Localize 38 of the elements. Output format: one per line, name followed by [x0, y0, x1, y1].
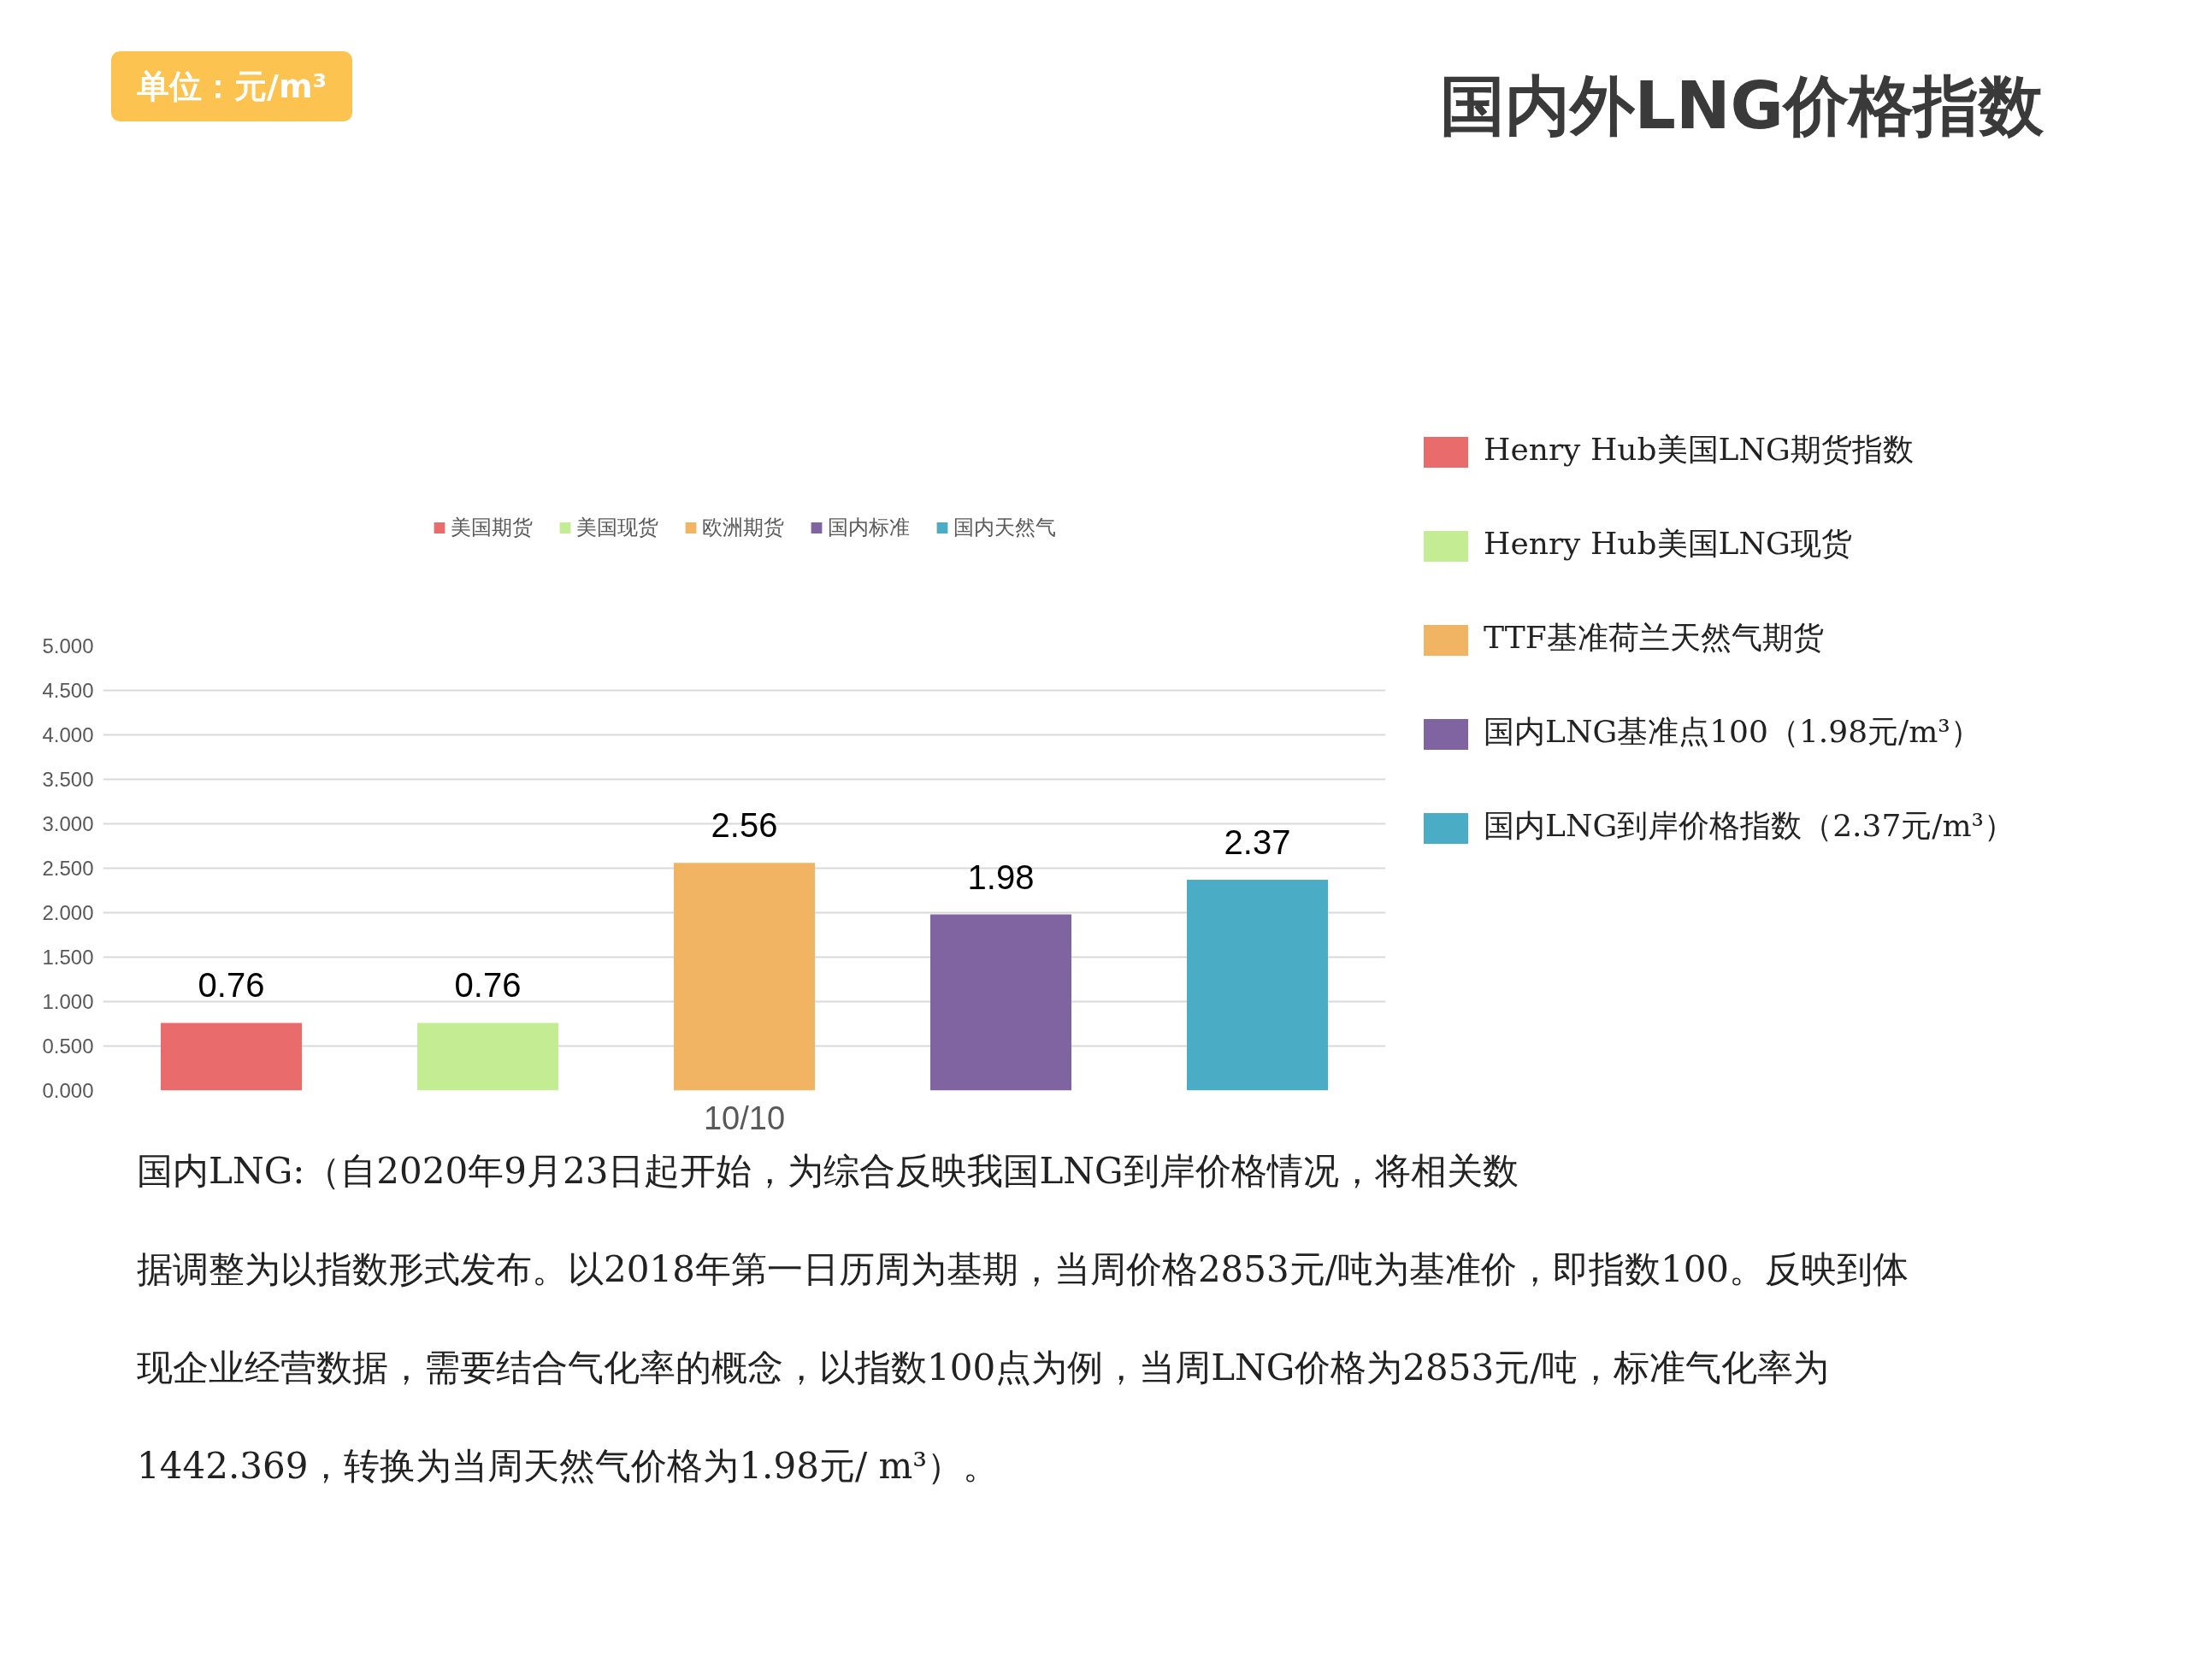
- y-tick-label: 0.000: [42, 1079, 94, 1102]
- y-tick-label: 4.000: [42, 723, 94, 746]
- text: 国内外LNG价格指数: [1439, 67, 2044, 145]
- y-tick-label: 4.500: [42, 679, 94, 702]
- y-tick-label: 3.000: [42, 812, 94, 835]
- data-label: 0.76: [198, 966, 265, 1005]
- bar: [930, 914, 1071, 1091]
- text: 国内LNG:（自2020年9月23日起开始，为综合反映我国LNG到岸价格情况，将相关数: [137, 1149, 1519, 1194]
- legend-label: 国内标准: [827, 515, 910, 541]
- bar: [1187, 880, 1328, 1091]
- y-tick-label: 2.500: [42, 857, 94, 880]
- y-tick-label: 0.500: [42, 1035, 94, 1058]
- text: 据调整为以指数形式发布。以2018年第一日历周为基期，当周价格2853元/吨为基准价，即指数100。反映到体: [137, 1247, 1909, 1292]
- text: 单位：元/m³: [111, 51, 353, 122]
- y-tick-label: 1.500: [42, 946, 94, 969]
- data-label: 2.56: [711, 806, 778, 845]
- bar: [417, 1023, 558, 1091]
- bar: [161, 1023, 302, 1091]
- legend-label: 美国现货: [575, 515, 658, 541]
- x-tick-label: 10/10: [703, 1099, 786, 1136]
- y-tick-label: 5.000: [42, 634, 94, 657]
- text: 现企业经营数据，需要结合气化率的概念，以指数100点为例，当周LNG价格为2853元/吨，标准气化率为: [137, 1346, 1830, 1390]
- text: Henry Hub美国LNG期货指数: [1483, 431, 1914, 469]
- text: 国内LNG基准点100（1.98元/m³）: [1483, 713, 1981, 751]
- bar: [674, 863, 815, 1091]
- text: TTF基准荷兰天然气期货: [1483, 619, 1824, 657]
- y-tick-label: 3.500: [42, 768, 94, 791]
- legend-label: 美国期货: [450, 515, 533, 541]
- text: 国内LNG到岸价格指数（2.37元/m³）: [1483, 807, 2015, 845]
- text: 1442.369，转换为当周天然气价格为1.98元/ m³）。: [137, 1444, 1000, 1488]
- y-tick-label: 1.000: [42, 990, 94, 1013]
- text: Henry Hub美国LNG现货: [1483, 525, 1852, 563]
- y-tick-label: 2.000: [42, 901, 94, 924]
- data-label: 2.37: [1224, 823, 1291, 862]
- legend-label: 国内天然气: [953, 515, 1056, 541]
- legend-label: 欧洲期货: [701, 515, 784, 541]
- data-label: 0.76: [454, 966, 522, 1005]
- data-label: 1.98: [967, 858, 1035, 896]
